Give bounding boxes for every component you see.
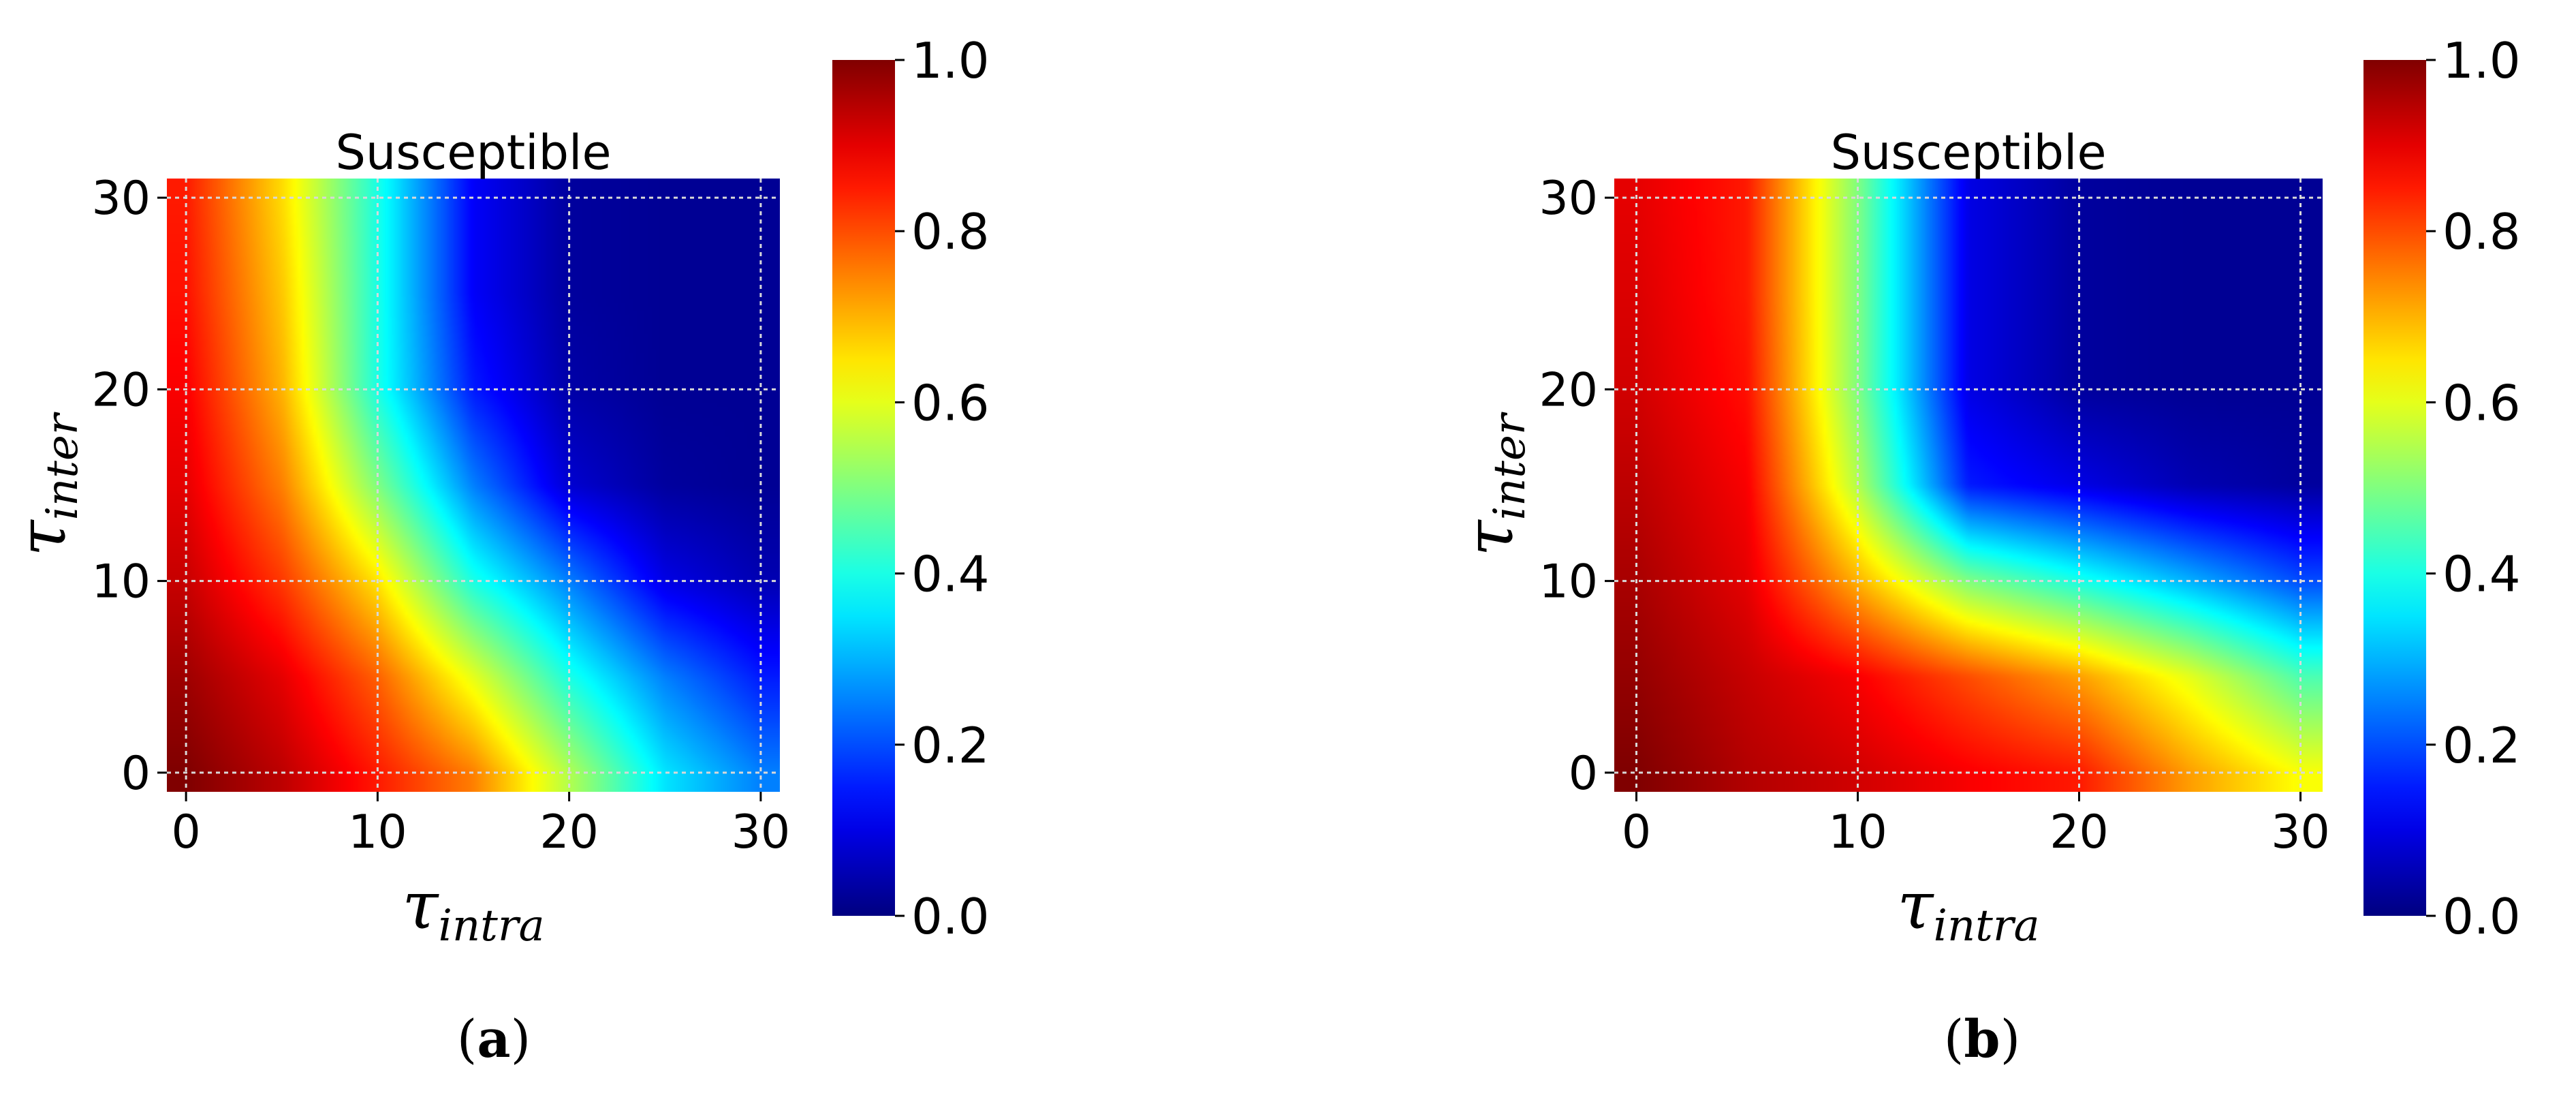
panel-a-colorbar-tick-label-0.0: 0.0	[911, 888, 990, 945]
panel-b-xtick-label-30: 30	[2271, 805, 2330, 859]
panel-b-colorbar	[2363, 60, 2426, 916]
panel-b-xlabel: τintra	[1897, 867, 2039, 951]
panel-a-xtick-label-30: 30	[732, 805, 791, 859]
panel-a-colorbar-tick-label-1.0: 1.0	[911, 32, 990, 89]
panel-b-xtick-label-0: 0	[1622, 805, 1651, 859]
heatmap-panel-a: 0 10 20 30 0 10 20 30 Susceptible τintra τinter 0.0…	[4, 32, 990, 951]
panel-b-colorbar-tick-label-0.2: 0.2	[2443, 717, 2521, 774]
panel-a-xtick-label-10: 10	[348, 805, 407, 859]
panel-b-colorbar-tick-label-0.4: 0.4	[2443, 546, 2521, 603]
panel-b-ytick-label-20: 20	[1539, 363, 1598, 417]
panel-b-ytick-label-30: 30	[1539, 172, 1598, 226]
panel-a-ytick-label-20: 20	[91, 363, 151, 417]
panel-a-ytick-label-0: 0	[121, 747, 151, 801]
panel-a-xtick-label-0: 0	[171, 805, 200, 859]
panel-a-colorbar-tick-label-0.8: 0.8	[911, 203, 990, 260]
panel-a-ylabel: τinter	[4, 412, 88, 556]
panel-b-colorbar-tick-label-1.0: 1.0	[2443, 32, 2521, 89]
panel-b-ylabel: τinter	[1451, 412, 1535, 556]
panel-a-xlabel: τintra	[402, 867, 544, 951]
panel-label-a: (a)	[456, 1009, 531, 1069]
panel-label-b: (b)	[1943, 1009, 2021, 1069]
panel-a-ytick-label-10: 10	[91, 555, 151, 609]
panel-a-colorbar-tick-label-0.2: 0.2	[911, 717, 990, 774]
panel-a-heatmap-image	[167, 179, 780, 792]
panel-a-colorbar-tick-label-0.4: 0.4	[911, 546, 990, 603]
panel-a-title: Susceptible	[335, 125, 611, 181]
panel-a-ytick-label-30: 30	[91, 172, 151, 226]
panel-label-a-text: a	[477, 1009, 511, 1069]
panel-a-colorbar	[832, 60, 895, 916]
panel-b-colorbar-tick-label-0.8: 0.8	[2443, 203, 2521, 260]
panel-b-ytick-label-10: 10	[1539, 555, 1598, 609]
panel-b-xtick-label-20: 20	[2049, 805, 2109, 859]
panel-a-colorbar-tick-label-0.6: 0.6	[911, 374, 990, 431]
panel-b-colorbar-tick-label-0.0: 0.0	[2443, 888, 2521, 945]
panel-b-title: Susceptible	[1830, 125, 2106, 181]
panel-b-ytick-label-0: 0	[1569, 747, 1598, 801]
panel-b-colorbar-tick-label-0.6: 0.6	[2443, 374, 2521, 431]
panel-b-heatmap-image	[1614, 179, 2323, 792]
panel-label-b-text: b	[1964, 1009, 2000, 1069]
heatmap-panel-b: 0 10 20 30 0 10 20 30 Susceptible τintra τinter 0.0…	[1451, 32, 2521, 951]
panel-a-xtick-label-20: 20	[539, 805, 599, 859]
panel-b-xtick-label-10: 10	[1828, 805, 1887, 859]
